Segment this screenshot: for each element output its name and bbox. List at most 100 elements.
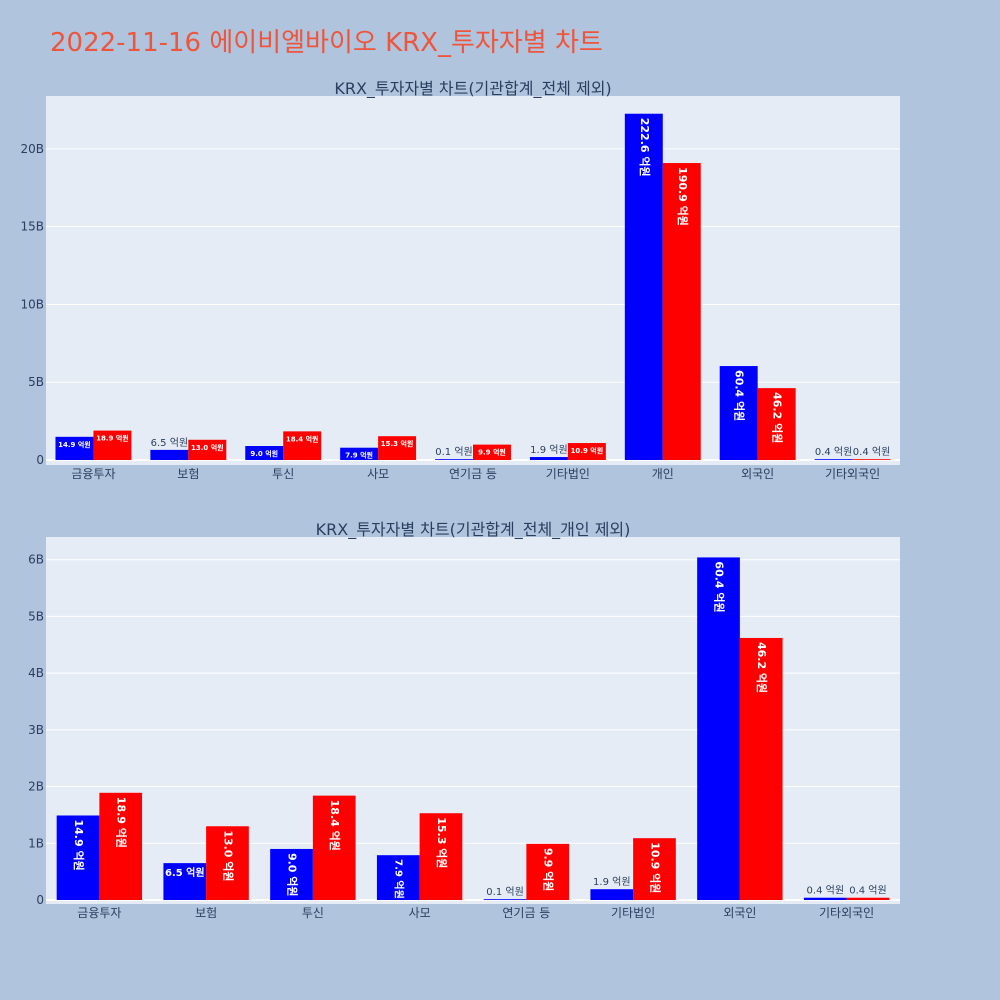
chart-bottom-xtick-label: 금융투자 [77,906,121,920]
chart-top-xtick-label: 기타외국인 [825,467,880,481]
chart-bottom-bar-b [419,813,463,900]
chart-top-data-label: 10.9 억원 [571,446,604,455]
chart-top-data-label: 7.9 억원 [345,451,373,460]
chart-bottom-bar-b [99,792,143,900]
chart-top: KRX_투자자별 차트(기관합계_전체 제외) 0 5B 10B 15B 20B 금융투자… [20,79,900,481]
chart-bottom-data-label: 18.4 억원 [328,800,342,851]
chart-bottom-data-label: 13.0 억원 [221,830,235,881]
chart-top-ytick-label: 15B [20,220,44,234]
chart-top-xtick-label: 금융투자 [71,467,115,481]
chart-bottom: KRX_투자자별 차트(기관합계_전체_개인 제외) 0 1B 2B 3B 4B 5B 6B… [28,520,900,920]
chart-bottom-ytick-label: 0 [36,893,44,907]
chart-bottom-bar-a [163,863,207,900]
chart-top-data-label: 15.3 억원 [381,439,414,448]
chart-bottom-data-label: 15.3 억원 [435,817,449,868]
chart-top-bar-b [662,163,701,461]
chart-top-data-label: 9.9 억원 [478,448,506,457]
chart-bottom-bar-b [739,637,783,900]
chart-top-data-label: 60.4 억원 [733,370,747,421]
chart-bottom-xtick-label: 보험 [195,906,217,920]
chart-bottom-bar-a [803,897,847,900]
chart-bottom-data-label: 9.9 억원 [542,848,556,892]
chart-top-data-label: 13.0 억원 [191,443,224,452]
chart-bottom-bar-a [376,855,420,900]
chart-bottom-subtitle: KRX_투자자별 차트(기관합계_전체_개인 제외) [316,520,631,540]
chart-bottom-ytick-label: 5B [28,609,44,623]
chart-top-bar-a [719,366,758,460]
chart-bottom-data-label: 1.9 억원 [593,876,630,888]
chart-top-bar-b [852,459,891,460]
chart-bottom-data-label: 10.9 억원 [648,842,662,893]
chart-top-bar-a [624,113,663,460]
chart-bottom-xtick-label: 기타외국인 [819,906,874,920]
chart-top-bar-b [473,444,511,460]
chart-bottom-bar-b [526,843,570,900]
chart-top-data-label: 1.9 억원 [530,444,567,456]
chart-top-data-label: 6.5 억원 [151,437,188,449]
chart-bottom-xtick-label: 외국인 [723,906,756,920]
chart-top-xtick-label: 외국인 [741,467,774,481]
chart-top-bar-a [245,446,284,460]
chart-top-bar-a [814,459,853,460]
chart-top-ytick-label: 20B [20,142,44,156]
chart-top-data-label: 190.9 억원 [676,167,690,226]
chart-bottom-xtick-label: 연기금 등 [502,906,550,920]
chart-bottom-data-label: 9.0 억원 [286,853,300,897]
chart-bottom-bar-b [633,838,676,900]
chart-bottom-bar-a [697,557,740,900]
chart-bottom-ytick-label: 1B [28,836,44,850]
chart-top-data-label: 14.9 억원 [58,440,91,449]
chart-bottom-bar-b [312,795,356,900]
chart-top-xtick-label: 투신 [272,467,294,481]
chart-top-data-label: 0.4 억원 [815,446,852,458]
chart-top-xtick-label: 연기금 등 [449,467,497,481]
chart-bottom-xtick-label: 사모 [409,906,431,920]
chart-bottom-data-label: 0.1 억원 [486,886,523,898]
chart-top-ytick-label: 10B [20,297,44,311]
chart-top-xtick-label: 개인 [652,467,674,481]
chart-top-data-label: 222.6 억원 [638,118,652,177]
chart-bottom-ytick-label: 3B [28,723,44,737]
chart-bottom-bar-a [56,815,100,900]
chart-top-bar-a [55,436,94,460]
chart-top-bar-a [529,457,568,460]
chart-bottom-ytick-label: 2B [28,780,44,794]
chart-bottom-bar-a [270,848,313,900]
chart-bottom-ytick-label: 6B [28,553,44,567]
chart-top-data-label: 46.2 억원 [771,392,785,443]
chart-top-bar-b [188,439,227,460]
chart-top-bar-a [340,447,379,460]
chart-top-bar-b [378,436,417,460]
chart-bottom-data-label: 60.4 억원 [713,561,727,612]
chart-top-bar-a [435,459,473,460]
chart-bottom-data-label: 0.4 억원 [807,885,844,897]
chart-bottom-bar-a [483,899,527,900]
chart-top-ytick-label: 5B [28,375,44,389]
chart-bottom-xtick-label: 투신 [302,906,324,920]
chart-top-bar-b [757,388,796,460]
chart-top-data-label: 18.4 억원 [286,434,319,443]
chart-top-data-label: 0.1 억원 [435,446,472,458]
chart-top-data-label: 9.0 억원 [250,449,278,458]
chart-top-bar-b [93,430,132,460]
chart-top-data-label: 0.4 억원 [853,446,890,458]
chart-bottom-data-label: 46.2 억원 [755,642,769,693]
chart-top-bar-b [283,431,322,460]
chart-bottom-data-label: 7.9 억원 [392,859,405,899]
chart-top-subtitle: KRX_투자자별 차트(기관합계_전체 제외) [334,79,611,99]
chart-top-xtick-label: 기타법인 [546,467,590,481]
chart-top-xtick-label: 보험 [177,467,199,481]
chart-bottom-data-label: 18.9 억원 [115,797,129,848]
page-title: 2022-11-16 에이비엘바이오 KRX_투자자별 차트 [50,28,603,58]
chart-bottom-bar-b [206,826,249,900]
chart-bottom-data-label: 6.5 억원 [165,866,205,879]
chart-top-bar-b [567,443,606,460]
chart-bottom-bar-a [590,889,634,900]
chart-bottom-bar-b [846,897,890,900]
chart-bottom-ytick-label: 4B [28,666,44,680]
chart-top-bar-a [150,449,189,460]
chart-top-data-label: 18.9 억원 [96,434,129,443]
chart-top-ytick-label: 0 [36,453,44,467]
chart-bottom-xtick-label: 기타법인 [611,906,655,920]
